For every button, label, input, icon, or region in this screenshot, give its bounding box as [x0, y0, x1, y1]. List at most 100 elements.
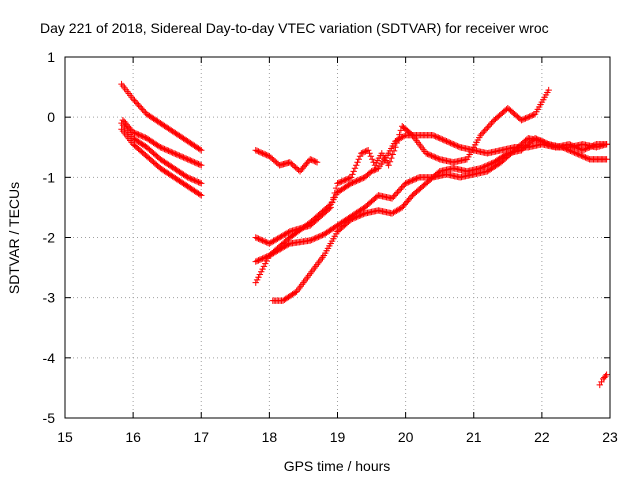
data-point: [350, 168, 357, 175]
data-point: [366, 150, 373, 157]
data-point: [258, 255, 265, 263]
data-point: [437, 135, 445, 143]
data-point: [571, 149, 578, 156]
data-point: [484, 162, 491, 169]
data-point: [317, 232, 325, 239]
data-point: [373, 165, 381, 173]
data-point: [188, 157, 195, 165]
data-point: [308, 156, 315, 164]
data-point: [391, 192, 398, 199]
data-point: [447, 139, 454, 147]
data-point: [196, 161, 204, 168]
data-point: [443, 138, 450, 145]
data-point: [413, 175, 420, 182]
data-point: [285, 241, 292, 248]
data-point: [134, 130, 141, 138]
data-point: [394, 135, 402, 143]
data-point: [603, 156, 610, 163]
data-point: [263, 151, 270, 159]
data-point: [484, 124, 491, 131]
data-point: [271, 249, 279, 256]
data-point: [328, 199, 336, 206]
data-point: [548, 142, 555, 149]
data-point: [482, 162, 490, 170]
data-point: [270, 237, 277, 245]
data-point: [282, 230, 289, 238]
data-point: [191, 177, 198, 184]
data-point: [262, 254, 269, 261]
data-point: [192, 177, 199, 185]
x-tick-label: 22: [534, 429, 550, 445]
data-point: [184, 174, 191, 181]
data-point: [414, 174, 422, 182]
data-point: [198, 180, 205, 187]
data-point: [335, 179, 343, 186]
data-point: [256, 271, 264, 278]
data-point: [394, 189, 401, 196]
data-point: [266, 240, 273, 247]
data-point: [356, 153, 364, 160]
data-point: [575, 145, 582, 152]
data-point: [425, 151, 432, 158]
data-point: [198, 192, 205, 199]
data-point: [580, 146, 588, 153]
data-point: [292, 289, 299, 296]
data-point: [574, 150, 581, 158]
data-point: [274, 235, 281, 242]
data-point: [260, 237, 268, 245]
data-point: [331, 189, 338, 197]
data-point: [486, 121, 494, 128]
data-point: [590, 142, 597, 149]
data-point: [585, 155, 592, 162]
data-point: [278, 245, 285, 252]
data-point: [193, 178, 201, 185]
data-point: [370, 159, 377, 166]
data-point: [485, 161, 492, 168]
data-point: [158, 144, 165, 152]
data-point: [187, 157, 194, 164]
data-point: [429, 132, 437, 139]
data-point: [185, 156, 193, 164]
data-point: [407, 130, 415, 138]
data-point: [262, 151, 269, 158]
data-point: [545, 141, 552, 148]
data-point: [407, 177, 415, 185]
data-point: [435, 134, 442, 141]
data-point: [530, 111, 537, 118]
x-tick-label: 19: [330, 429, 346, 445]
data-point: [136, 132, 144, 139]
data-point: [183, 155, 190, 162]
data-point: [139, 106, 146, 113]
data-point: [525, 113, 532, 121]
data-point: [177, 153, 185, 160]
data-point: [486, 160, 494, 168]
data-point: [183, 173, 190, 180]
data-point: [411, 175, 419, 183]
data-point: [339, 177, 347, 185]
data-point: [353, 177, 360, 185]
data-point: [349, 179, 356, 186]
data-point: [407, 193, 415, 201]
y-tick-label: -4: [43, 350, 56, 366]
data-point: [342, 176, 349, 183]
data-point: [185, 174, 193, 182]
data-point: [277, 233, 284, 241]
data-point: [579, 153, 586, 160]
data-point: [266, 252, 273, 259]
data-point: [279, 244, 287, 251]
data-point: [312, 158, 319, 165]
data-point: [277, 245, 284, 253]
data-point: [134, 100, 141, 107]
data-point: [184, 156, 191, 163]
x-tick-label: 21: [466, 429, 482, 445]
data-point: [359, 149, 366, 156]
data-point: [572, 144, 580, 151]
data-point: [252, 234, 259, 241]
data-point: [258, 268, 265, 275]
data-point: [309, 157, 317, 164]
data-point: [334, 180, 341, 187]
data-point: [260, 150, 268, 158]
data-point: [135, 101, 142, 109]
y-axis-label: SDTVAR / TECUs: [6, 182, 22, 294]
data-point: [578, 152, 585, 159]
